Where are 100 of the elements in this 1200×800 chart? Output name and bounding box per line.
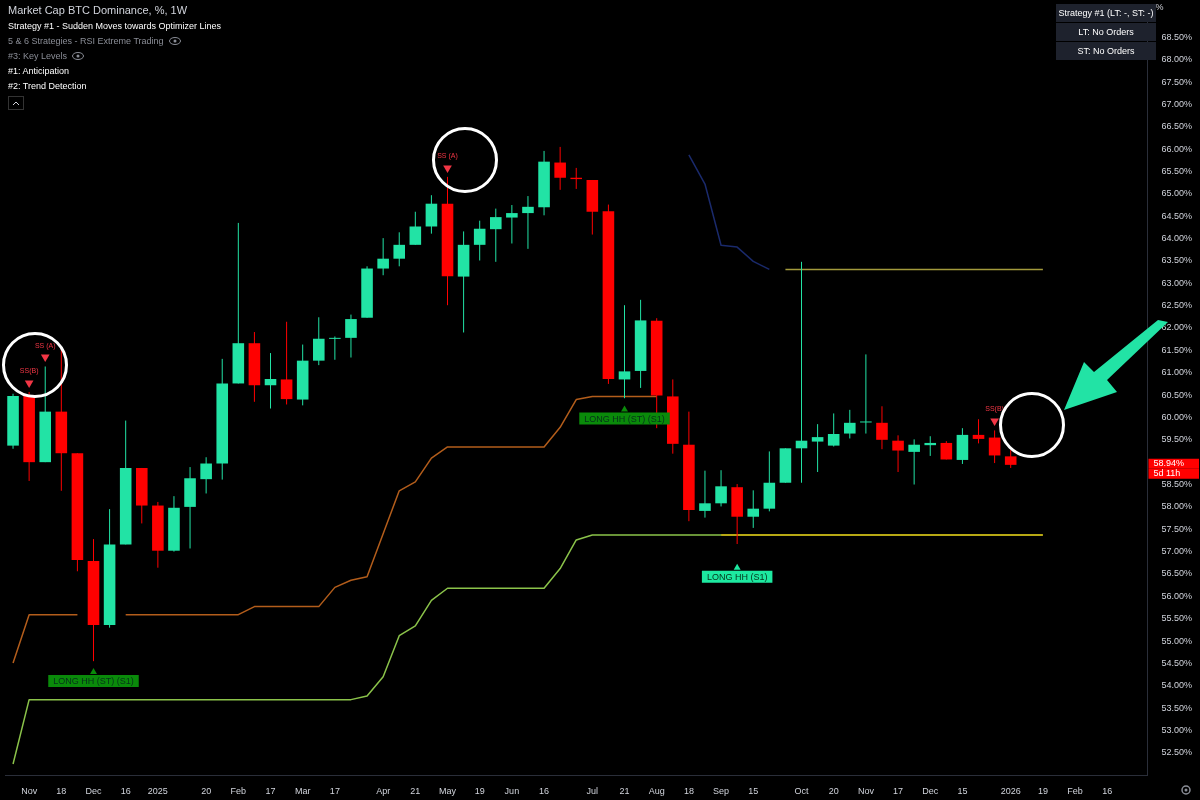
x-tick-label: Nov — [857, 786, 875, 797]
candlestick — [715, 469, 727, 507]
status-panel: Strategy #1 (LT: -, ST: -) LT: No Orders ST: No Orders — [1056, 4, 1156, 60]
data-label: LONG HH (ST) (S1) — [53, 676, 134, 687]
y-tick-label: 62.50% — [1161, 300, 1193, 311]
y-tick-label: 56.00% — [1161, 590, 1193, 601]
annotation: #3: Key Levels — [8, 51, 68, 61]
x-tick-label: 19 — [474, 786, 485, 797]
y-tick-label: 67.50% — [1161, 76, 1193, 87]
candlestick — [892, 434, 904, 473]
candlestick — [908, 438, 920, 486]
candlestick — [972, 418, 985, 444]
candlestick — [618, 304, 631, 399]
x-tick-label: Aug — [648, 786, 665, 797]
x-tick-label: 2026 — [1000, 786, 1021, 797]
annotation: LT: No Orders — [1056, 23, 1156, 41]
x-tick-label: May — [439, 786, 457, 797]
y-tick-label: 56.50% — [1161, 568, 1193, 579]
x-tick-label: 18 — [56, 786, 67, 797]
candlestick — [554, 146, 566, 191]
candlestick — [489, 208, 502, 263]
annotation: Strategy #1 - Sudden Moves towards Optimizer Lines — [8, 21, 222, 31]
candlestick — [876, 405, 888, 450]
x-tick-label: 18 — [683, 786, 694, 797]
text: 5d 11h — [1153, 468, 1181, 479]
x-tick-label: 15 — [957, 786, 968, 797]
candlestick — [811, 423, 824, 473]
x-tick-label: 16 — [1102, 786, 1113, 797]
text: 58.94% — [1153, 458, 1185, 469]
x-tick-label: 17 — [893, 786, 904, 797]
y-tick-label: 61.00% — [1161, 367, 1193, 378]
candlestick — [988, 429, 1001, 464]
x-tick-label: 17 — [265, 786, 276, 797]
x-tick-label: Dec — [922, 786, 939, 797]
candlestick — [699, 470, 711, 519]
y-tick-label: 59.50% — [1161, 434, 1193, 445]
annotation: 5 & 6 Strategies - RSI Extreme Trading — [8, 36, 164, 46]
candlestick — [264, 352, 277, 409]
x-tick-label: 17 — [329, 786, 340, 797]
y-tick-label: 52.50% — [1161, 747, 1193, 758]
candlestick — [393, 231, 406, 267]
point — [733, 563, 741, 570]
y-tick-label: 58.00% — [1161, 501, 1193, 512]
x-tick-label: Sep — [713, 786, 730, 797]
x-tick-label: Mar — [294, 786, 311, 797]
y-tick-label: 57.50% — [1161, 523, 1193, 534]
y-tick-label: 54.00% — [1161, 680, 1193, 691]
y-tick-label: 68.50% — [1161, 31, 1193, 42]
y-tick-label: 57.00% — [1161, 546, 1193, 557]
y-tick-label: 60.50% — [1161, 389, 1193, 400]
candlestick — [280, 321, 293, 405]
y-tick-label: 53.50% — [1161, 702, 1193, 713]
candlestick — [522, 195, 534, 250]
x-tick-label: Feb — [230, 786, 247, 797]
candlestick — [312, 316, 325, 366]
x-tick-label: Apr — [376, 786, 391, 797]
x-tick-label: 16 — [539, 786, 550, 797]
y-tick-label: 58.50% — [1161, 479, 1193, 490]
x-tick-label: 2025 — [147, 786, 168, 797]
y-tick-label: 55.50% — [1161, 613, 1193, 624]
y-tick-label: 68.00% — [1161, 54, 1193, 65]
annotation: ST: No Orders — [1056, 42, 1156, 60]
annotation: #2: Trend Detection — [8, 81, 87, 91]
y-tick-label: 53.00% — [1161, 724, 1193, 735]
candlestick — [860, 353, 872, 435]
candlestick — [425, 194, 438, 235]
y-tick-label: 54.50% — [1161, 657, 1193, 668]
y-tick-label: 60.00% — [1161, 411, 1193, 422]
candlestick — [409, 211, 422, 246]
y-tick-label: 64.50% — [1161, 210, 1193, 221]
x-tick-label: Jul — [586, 786, 599, 797]
x-tick-label: 21 — [410, 786, 421, 797]
x-tick-label: Feb — [1067, 786, 1083, 797]
candlestick — [827, 412, 840, 448]
x-tick-label: 20 — [201, 786, 212, 797]
candlestick — [506, 204, 518, 244]
x-tick-label: Jun — [504, 786, 520, 797]
x-tick-label: 15 — [748, 786, 759, 797]
candlestick — [345, 314, 357, 359]
candlestick — [473, 220, 486, 261]
x-tick-label: Nov — [21, 786, 38, 797]
x-tick-label: 19 — [1037, 786, 1048, 797]
x-tick-label: 16 — [120, 786, 131, 797]
x-tick-label: 21 — [619, 786, 630, 797]
point — [90, 667, 97, 674]
annotation: Strategy #1 (LT: -, ST: -) — [1056, 4, 1156, 22]
x-tick-label: 20 — [828, 786, 839, 797]
y-tick-label: 66.00% — [1161, 143, 1193, 154]
data-label: LONG HH (ST) (S1) — [584, 413, 665, 424]
candlestick — [747, 489, 760, 529]
candlestick — [377, 237, 389, 276]
point — [40, 354, 50, 363]
annotation: #1: Anticipation — [8, 66, 70, 76]
candlestick — [844, 409, 856, 439]
y-tick-label: 66.50% — [1161, 121, 1193, 132]
x-tick-label: Dec — [85, 786, 102, 797]
point — [443, 165, 452, 173]
candlestick — [329, 336, 341, 361]
y-tick-label: 63.50% — [1161, 255, 1193, 266]
data-label: LONG HH (S1) — [706, 572, 768, 583]
